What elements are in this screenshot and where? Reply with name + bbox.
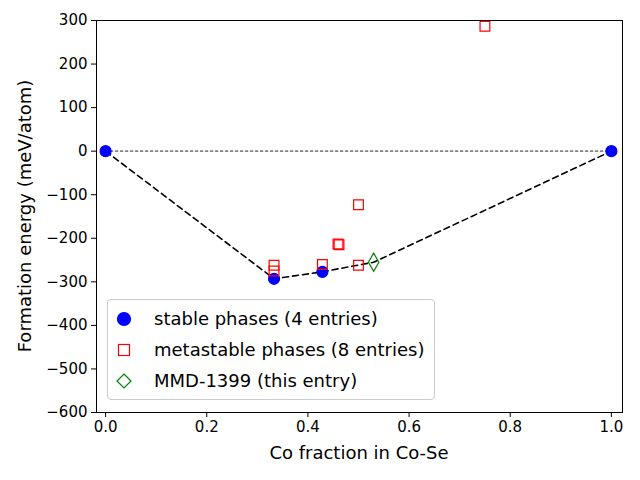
html-text:MMD-1399 (this entry): MMD-1399 (this entry) (154, 370, 358, 391)
html-text:stable phases (4 entries): stable phases (4 entries) (154, 308, 378, 329)
svg-text:200: 200 (59, 55, 88, 73)
svg-text:0.8: 0.8 (498, 418, 522, 436)
svg-text:300: 300 (59, 11, 88, 29)
html-text:Formation energy (meV/atom): Formation energy (meV/atom) (13, 79, 35, 353)
svg-text:0: 0 (78, 142, 88, 160)
svg-text:100: 100 (59, 98, 88, 116)
svg-text:−300: −300 (46, 273, 87, 291)
html-text:metastable phases (8 entries): metastable phases (8 entries) (154, 339, 425, 360)
svg-text:0.6: 0.6 (397, 418, 421, 436)
svg-text:−600: −600 (46, 403, 87, 421)
svg-text:−400: −400 (46, 316, 87, 334)
svg-text:0.0: 0.0 (94, 418, 118, 436)
svg-text:0.4: 0.4 (296, 418, 320, 436)
svg-text:−200: −200 (46, 229, 87, 247)
svg-text:−500: −500 (46, 360, 87, 378)
html-text:Co fraction in Co-Se: Co fraction in Co-Se (269, 442, 449, 463)
svg-text:1.0: 1.0 (599, 418, 623, 436)
svg-text:−100: −100 (46, 186, 87, 204)
svg-text:0.2: 0.2 (195, 418, 219, 436)
